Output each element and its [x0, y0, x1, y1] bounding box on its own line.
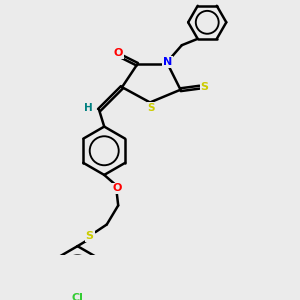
Text: Cl: Cl [72, 293, 83, 300]
Text: S: S [148, 103, 155, 112]
Text: O: O [113, 48, 123, 58]
Text: S: S [86, 232, 94, 242]
Text: H: H [84, 103, 93, 112]
Text: S: S [201, 82, 209, 92]
Text: N: N [163, 57, 172, 67]
Text: O: O [112, 183, 122, 194]
